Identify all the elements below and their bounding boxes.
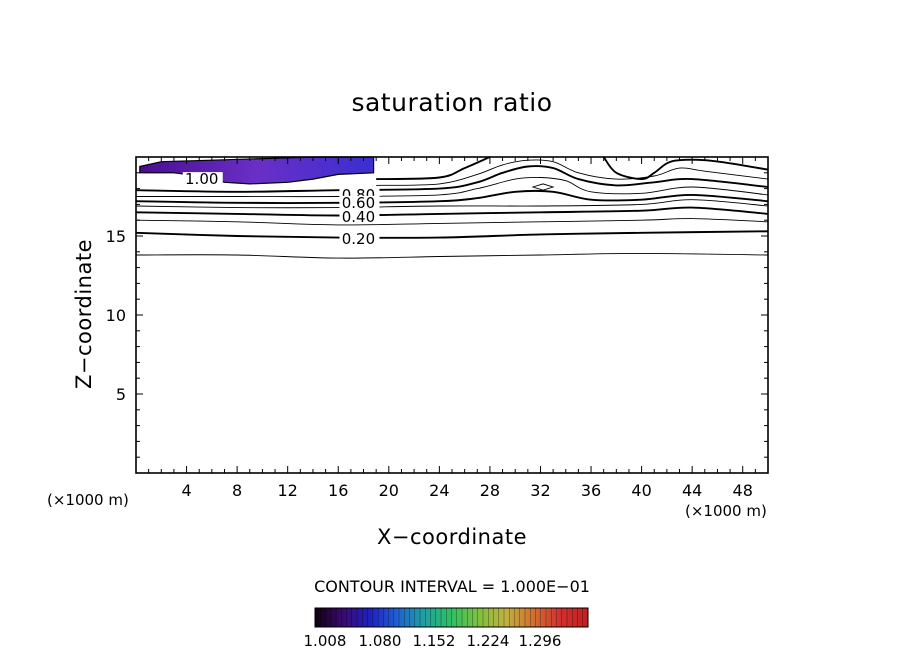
contour-line-0.2 [135,230,769,239]
contour-label: 0.60 [342,194,375,212]
colorbar-frame [314,607,589,628]
closed-contour [531,183,555,191]
x-tick-label: 48 [733,481,753,500]
contour-line-0.1 [135,252,769,259]
contour-line-0.6 [135,189,769,204]
plot-frame [135,156,769,474]
contour-line-0.8 [135,165,769,193]
contour-interval-text: CONTOUR INTERVAL = 1.000E−01 [314,577,590,596]
colorbar-label: 1.152 [413,632,456,650]
x-tick-label: 20 [379,481,399,500]
contour-label: 0.20 [342,230,375,248]
y-tick-label: 15 [106,227,126,246]
colorbar-label: 1.296 [519,632,562,650]
contour-line-1.0 [602,156,769,181]
x-tick-label: 40 [631,481,651,500]
contour-line-1.0 [376,156,491,181]
contour-line-0.4 [135,206,769,217]
x-tick-label: 32 [530,481,550,500]
x-tick-label: 16 [328,481,348,500]
contour-label: 0.40 [342,208,375,226]
x-tick-label: 12 [278,481,298,500]
contour-label: 1.00 [185,170,218,188]
contour-label-bg [182,172,223,187]
y-tick-label: 5 [116,385,126,404]
x-tick-label: 44 [682,481,702,500]
x-tick-label: 28 [480,481,500,500]
y-tick-label: 10 [106,306,126,325]
x-axis-label: X−coordinate [377,525,527,549]
x-tick-label: 36 [581,481,601,500]
x-tick-label: 8 [232,481,242,500]
colorbar-label: 1.224 [467,632,510,650]
contour-line-0.7 [136,176,769,198]
contour-label-bg [339,195,380,210]
contour-label-bg [339,210,380,225]
contour-line-0.3 [135,218,769,226]
x-tick-label: 4 [181,481,191,500]
chart-title: saturation ratio [351,88,553,117]
x-tick-label: 24 [429,481,449,500]
colorbar-label: 1.080 [359,632,402,650]
colorbar-label: 1.008 [304,632,347,650]
x-unit-left: (×1000 m) [47,491,129,509]
contour-label-bg [339,232,380,247]
x-unit-right: (×1000 m) [685,502,767,520]
contour-line-0.9 [376,159,769,186]
contour-line-0.5 [135,199,769,209]
